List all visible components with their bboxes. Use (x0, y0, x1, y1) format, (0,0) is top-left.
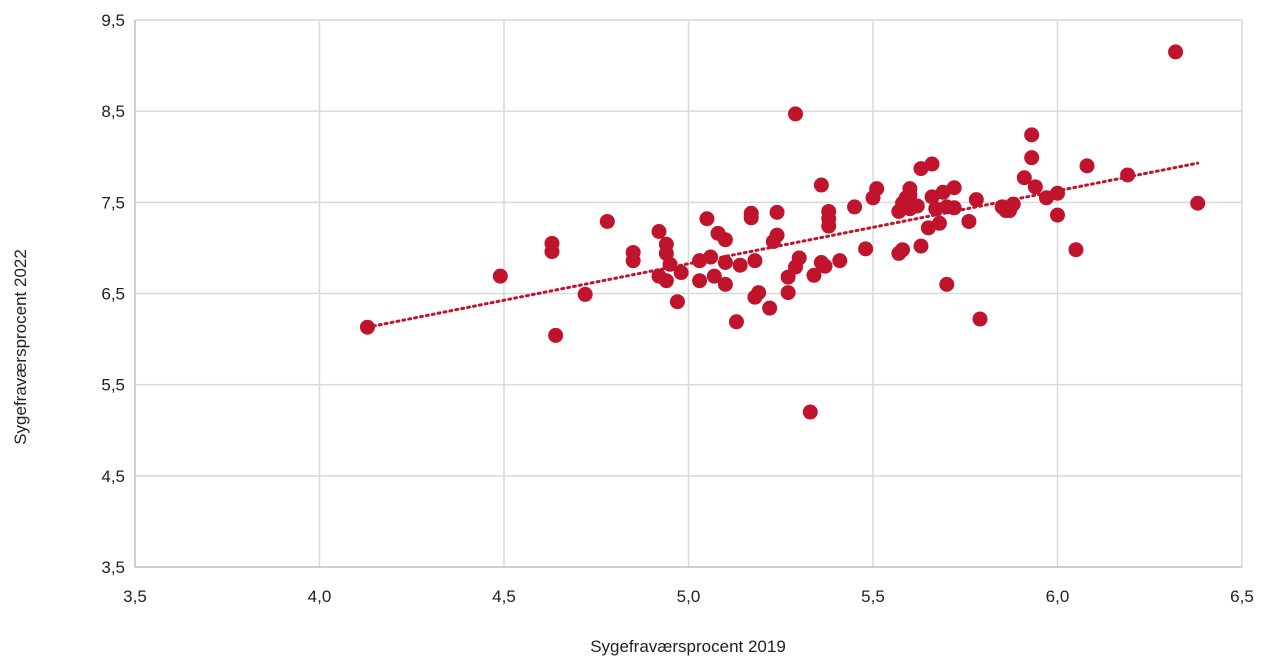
data-point (813, 177, 829, 193)
data-point (1168, 44, 1184, 60)
data-point (732, 257, 748, 273)
data-point (743, 210, 759, 226)
grid-lines (135, 19, 1243, 567)
data-point (492, 268, 508, 284)
data-point (791, 250, 807, 266)
data-point (1027, 179, 1043, 195)
data-point (806, 267, 822, 283)
data-point (939, 276, 955, 292)
x-axis-title: Sygefraværsprocent 2019 (590, 637, 786, 656)
x-tick-label: 4,5 (492, 587, 516, 606)
data-point (728, 314, 744, 330)
data-point (924, 156, 940, 172)
y-tick-label: 7,5 (101, 193, 125, 212)
data-point (669, 294, 685, 310)
y-tick-label: 6,5 (101, 285, 125, 304)
x-tick-label: 4,0 (308, 587, 332, 606)
data-point (625, 253, 641, 269)
data-point (703, 249, 719, 265)
y-tick-labels: 3,5 4,5 5,5 6,5 7,5 8,5 9,5 (101, 11, 125, 577)
x-tick-label: 6,5 (1230, 587, 1254, 606)
data-point (658, 273, 674, 289)
data-point (1050, 185, 1065, 201)
data-point (858, 241, 874, 257)
data-point (946, 180, 962, 196)
y-tick-label: 3,5 (101, 558, 125, 577)
data-point (961, 213, 977, 229)
data-point (699, 211, 715, 227)
y-tick-label: 5,5 (101, 376, 125, 395)
data-point (1068, 242, 1084, 258)
data-point (769, 227, 785, 243)
x-tick-label: 5,5 (861, 587, 885, 606)
data-point (717, 255, 733, 271)
data-point (751, 285, 767, 301)
data-point (577, 286, 593, 302)
data-point (747, 253, 763, 269)
data-point (802, 404, 818, 420)
data-point (1024, 150, 1040, 166)
data-point (821, 218, 837, 234)
data-point (780, 285, 796, 301)
data-point (717, 276, 733, 292)
x-tick-labels: 3,5 4,0 4,5 5,0 5,5 6,0 6,5 (123, 587, 1254, 606)
data-point (548, 327, 564, 343)
x-tick-label: 3,5 (123, 587, 147, 606)
data-point (869, 181, 885, 197)
data-point (1005, 196, 1021, 212)
data-point (673, 265, 689, 281)
data-point (913, 238, 929, 254)
y-tick-label: 9,5 (101, 11, 125, 30)
data-point (1024, 127, 1040, 143)
data-point (769, 204, 785, 220)
data-point (968, 192, 984, 208)
data-point (928, 201, 944, 217)
data-point (909, 198, 925, 214)
data-point (599, 213, 615, 229)
data-point (544, 244, 560, 260)
y-tick-label: 8,5 (101, 102, 125, 121)
axes (134, 20, 1242, 568)
data-point (832, 253, 848, 269)
data-point (931, 215, 947, 231)
data-point (902, 187, 918, 203)
data-point (1050, 207, 1065, 223)
data-point (946, 200, 962, 216)
data-point (706, 268, 722, 284)
y-axis-title: Sygefraværsprocent 2022 (11, 249, 30, 445)
data-point (1190, 195, 1206, 211)
data-point (762, 300, 778, 316)
x-tick-label: 5,0 (677, 587, 701, 606)
data-point (1120, 167, 1136, 183)
data-point (692, 273, 708, 289)
y-tick-label: 4,5 (101, 467, 125, 486)
data-point (817, 258, 833, 274)
data-point (651, 224, 667, 240)
data-points (359, 44, 1206, 420)
data-point (788, 106, 804, 122)
data-point (847, 199, 863, 215)
data-point (662, 256, 678, 272)
data-point (359, 319, 375, 335)
data-point (891, 245, 907, 261)
data-point (1016, 170, 1032, 186)
x-tick-label: 6,0 (1046, 587, 1070, 606)
data-point (972, 311, 988, 327)
data-point (1079, 158, 1095, 174)
data-point (717, 232, 733, 248)
